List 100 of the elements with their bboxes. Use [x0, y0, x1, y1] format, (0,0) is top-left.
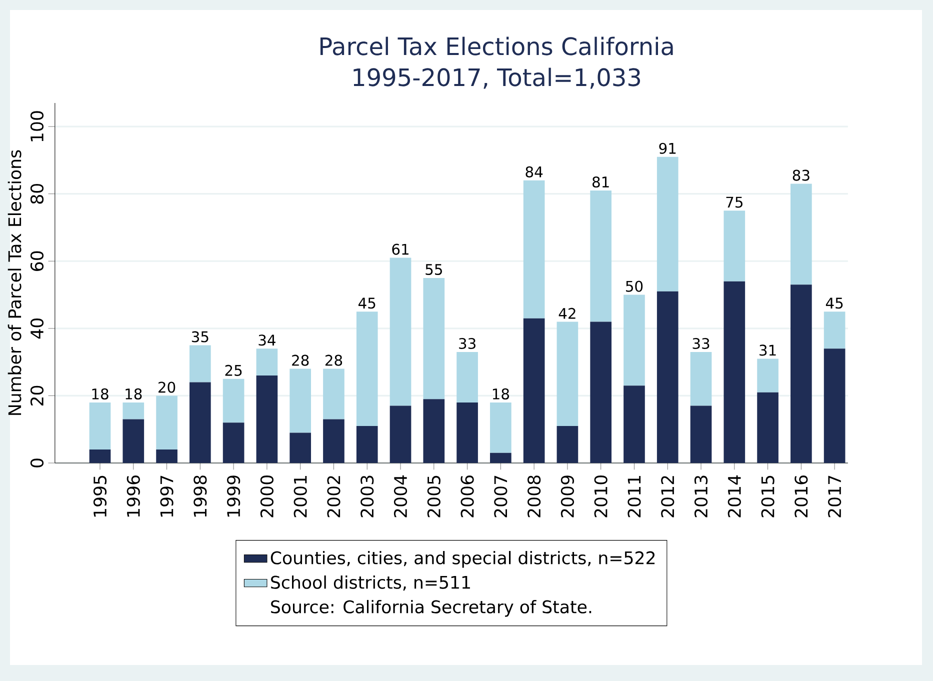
x-tick-label: 2017: [828, 476, 842, 518]
total-label: 18: [92, 388, 108, 400]
bar: [724, 281, 746, 463]
bar: [690, 352, 712, 406]
total-label: 91: [659, 142, 676, 154]
bar: [423, 399, 445, 463]
bar: [656, 291, 678, 463]
bar: [824, 348, 846, 463]
bar: [156, 396, 178, 450]
x-tick-label: 2000: [260, 476, 274, 518]
x-tick-label: 2016: [794, 475, 808, 518]
bar: [790, 284, 812, 463]
bar: [222, 378, 244, 423]
x-tick-label: 2001: [294, 476, 307, 518]
bar: [156, 450, 178, 463]
legend-label: Counties, cities, and special districts, n=522: [270, 550, 655, 568]
bar: [490, 452, 512, 463]
bar: [356, 426, 378, 463]
bar: [724, 210, 746, 282]
y-tick-label: 0: [30, 458, 44, 468]
y-tick-label: 60: [30, 251, 44, 271]
bar: [456, 402, 478, 463]
y-tick-label: 40: [30, 318, 44, 339]
total-label: 75: [726, 196, 742, 208]
bar: [290, 432, 312, 463]
x-tick-label: 2006: [460, 475, 474, 518]
total-label: 83: [792, 170, 810, 181]
x-tick-label: 2002: [327, 476, 340, 518]
chart-subtitle: 1995-2017, Total=1,033: [354, 68, 640, 89]
x-tick-label: 2012: [661, 476, 674, 518]
bar: [757, 392, 778, 463]
bar: [256, 376, 278, 463]
x-tick-label: 1999: [227, 476, 240, 517]
chart-title: Parcel Tax Elections California: [320, 36, 673, 56]
total-label: 28: [325, 354, 342, 366]
source-note: Source: California Secretary of State.: [271, 600, 592, 617]
bar: [556, 322, 578, 426]
bar: [89, 450, 111, 463]
x-tick-label: 2003: [360, 476, 374, 518]
y-tick-label: 80: [30, 184, 44, 204]
total-label: 20: [158, 382, 176, 393]
x-tick-label: 2011: [628, 476, 641, 518]
x-tick-label: 1996: [126, 475, 140, 517]
x-tick-label: 2008: [528, 476, 541, 518]
x-tick-label: 2013: [694, 476, 708, 518]
bar: [624, 294, 645, 386]
bar: [323, 368, 344, 420]
total-label: 81: [592, 176, 609, 188]
total-label: 28: [292, 354, 309, 366]
bar: [390, 406, 412, 463]
bar: [323, 419, 344, 463]
total-label: 34: [258, 334, 276, 346]
x-tick-label: 2010: [594, 476, 608, 518]
bar: [190, 382, 211, 463]
total-label: 18: [126, 388, 142, 400]
bar: [824, 312, 846, 349]
bar: [290, 368, 312, 433]
y-tick-label: 20: [30, 386, 44, 406]
x-tick-label: 1997: [160, 476, 174, 517]
bar: [256, 348, 278, 376]
bar: [490, 402, 512, 453]
bar: [356, 312, 378, 426]
bar: [757, 358, 778, 392]
bar: [89, 402, 111, 450]
total-label: 33: [692, 338, 710, 350]
bar: [690, 406, 712, 463]
y-tick-label: 100: [30, 111, 44, 142]
bar: [122, 402, 144, 420]
total-label: 31: [760, 344, 776, 356]
total-label: 35: [192, 331, 208, 342]
total-label: 55: [426, 264, 442, 276]
bar: [456, 352, 478, 402]
x-tick-label: 2014: [728, 475, 741, 518]
total-label: 84: [526, 166, 543, 178]
bar: [624, 386, 645, 463]
bar: [523, 180, 545, 318]
bar: [222, 422, 244, 463]
x-tick-label: 2005: [427, 476, 440, 518]
total-label: 61: [392, 244, 408, 255]
x-tick-label: 2007: [494, 476, 508, 518]
total-label: 42: [558, 308, 576, 319]
total-label: 45: [358, 298, 376, 309]
bar: [790, 184, 812, 285]
bar: [423, 278, 445, 400]
total-label: 45: [826, 298, 843, 309]
total-label: 33: [459, 338, 476, 350]
bar: [590, 190, 612, 322]
x-tick-label: 2009: [560, 476, 574, 518]
x-tick-label: 2015: [761, 476, 774, 518]
total-label: 25: [225, 364, 242, 376]
x-tick-label: 1998: [194, 476, 207, 517]
bar: [556, 426, 578, 463]
legend-label: School districts, n=511: [271, 575, 470, 591]
x-tick-label: 1995: [93, 476, 107, 517]
total-label: 18: [492, 388, 509, 400]
y-axis-title: Number of Parcel Tax Elections: [8, 150, 22, 415]
bar: [122, 419, 144, 463]
bar: [390, 258, 412, 406]
bar: [190, 345, 211, 382]
bar: [656, 156, 678, 292]
